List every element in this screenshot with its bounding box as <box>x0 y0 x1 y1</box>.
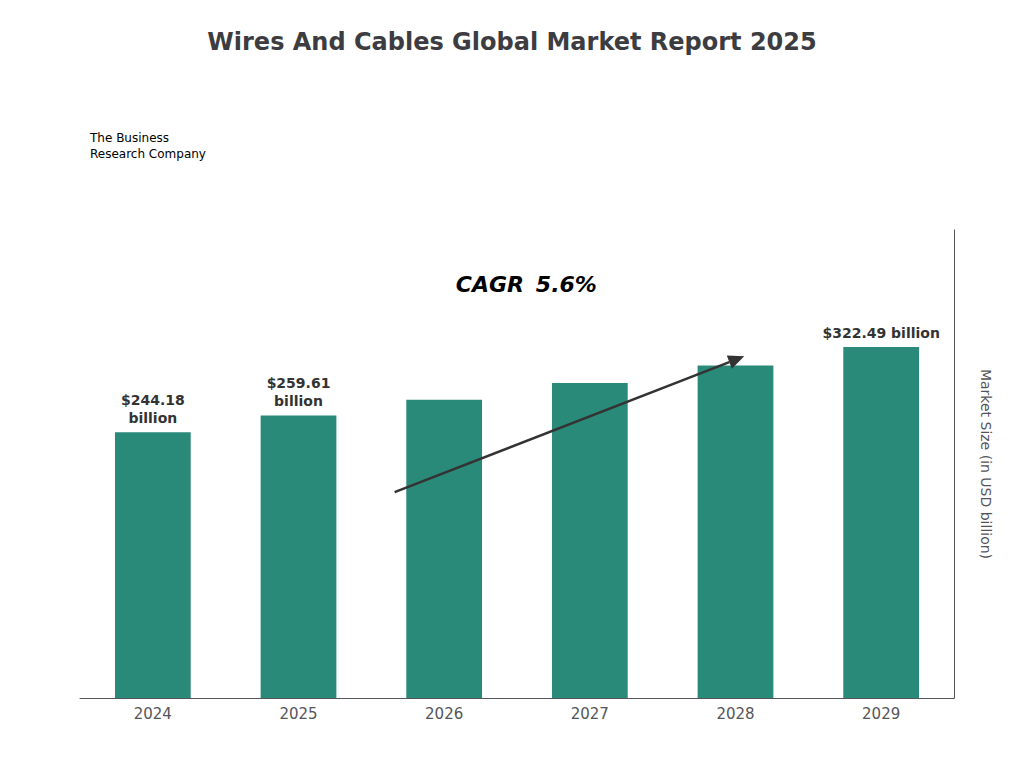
svg-text:billion: billion <box>274 393 323 409</box>
svg-text:Wires And Cables Global Market: Wires And Cables Global Market Report 20… <box>207 28 816 56</box>
svg-text:Market Size (in USD billion): Market Size (in USD billion) <box>978 369 994 559</box>
svg-text:$244.18: $244.18 <box>121 392 185 408</box>
svg-text:billion: billion <box>128 410 177 426</box>
svg-text:Research Company: Research Company <box>90 147 206 161</box>
svg-text:2026: 2026 <box>425 705 463 723</box>
svg-text:2025: 2025 <box>279 705 317 723</box>
svg-text:2024: 2024 <box>134 705 172 723</box>
svg-text:$259.61: $259.61 <box>267 375 331 391</box>
svg-text:5.6%: 5.6% <box>536 272 597 297</box>
svg-text:The Business: The Business <box>89 131 169 145</box>
svg-text:$322.49 billion: $322.49 billion <box>822 325 939 341</box>
svg-text:CAGR: CAGR <box>456 272 524 297</box>
svg-text:2027: 2027 <box>571 705 609 723</box>
svg-text:2028: 2028 <box>716 705 754 723</box>
svg-text:2029: 2029 <box>862 705 900 723</box>
